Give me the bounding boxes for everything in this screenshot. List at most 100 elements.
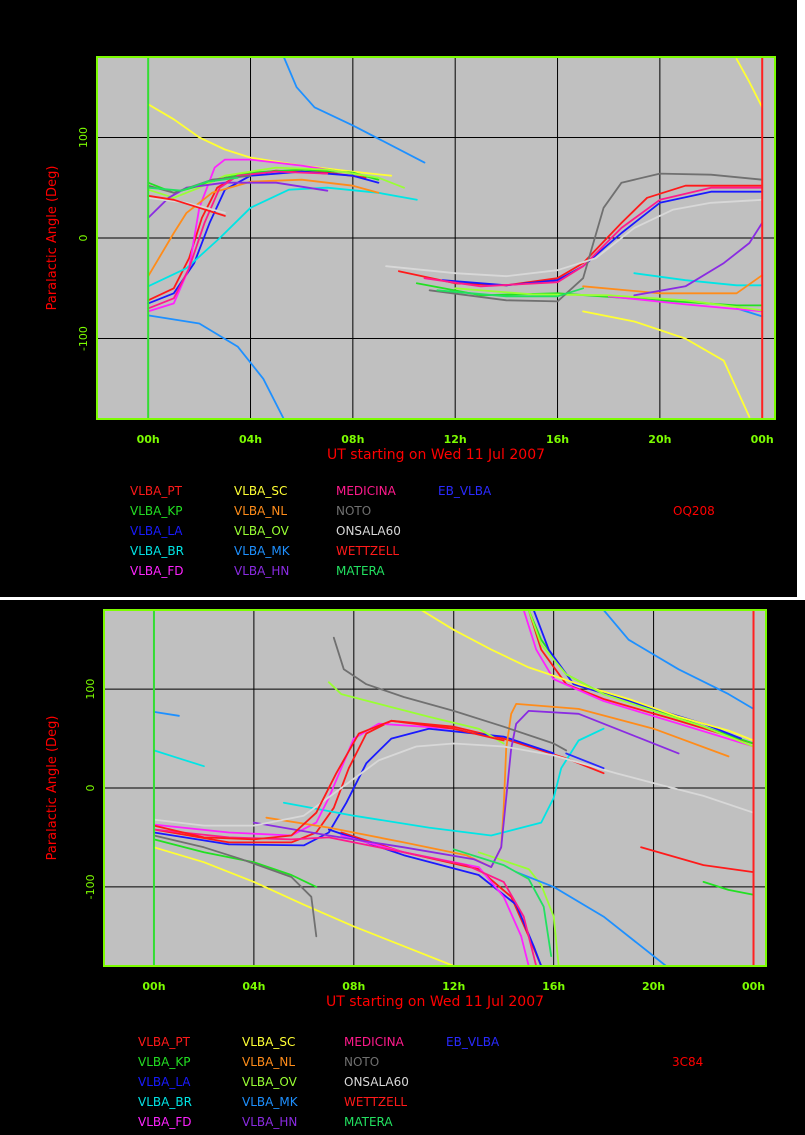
legend-item-vlba-fd: VLBA_FD <box>138 1115 191 1129</box>
x-tick-label: 00h <box>137 433 160 446</box>
legend-item-vlba-mk: VLBA_MK <box>234 544 291 558</box>
y-axis-label: Paralactic Angle (Deg) <box>45 716 60 861</box>
series-line-vlba-fd-1 <box>522 610 755 748</box>
legend-item-vlba-nl: VLBA_NL <box>234 504 287 518</box>
legend-item-vlba-br: VLBA_BR <box>130 544 184 558</box>
series-line-vlba-pt-1 <box>527 610 755 745</box>
series-line-onsala60-1 <box>385 198 764 278</box>
legend-item-vlba-kp: VLBA_KP <box>138 1055 190 1069</box>
y-tick-label: 100 <box>77 127 90 148</box>
legend-item-vlba-br: VLBA_BR <box>138 1095 192 1109</box>
legend-item-vlba-mk: VLBA_MK <box>242 1095 299 1109</box>
series-line-vlba-fd-1 <box>607 295 764 313</box>
legend-item-vlba-fd: VLBA_FD <box>130 564 183 578</box>
chart-panel-oq208: 00h 04h 08h 12h 16h 20h 00h 100 0 -100 UT starting… <box>0 0 797 597</box>
legend-item-vlba-hn: VLBA_HN <box>242 1115 297 1129</box>
series-line-vlba-mk-1 <box>147 314 285 419</box>
legend-item-medicina: MEDICINA <box>336 484 397 498</box>
series-line-vlba-la-0 <box>153 727 555 847</box>
series-line-vlba-br-1 <box>282 727 605 837</box>
series-line-vlba-hn-0 <box>252 710 680 869</box>
x-tick-label: 12h <box>442 980 465 993</box>
legend-item-vlba-hn: VLBA_HN <box>234 564 289 578</box>
legend-item-wettzell: WETTZELL <box>344 1095 407 1109</box>
plot-frame <box>96 56 776 420</box>
series-line-vlba-sc-1 <box>582 310 751 418</box>
y-tick-label: -100 <box>77 326 90 351</box>
legend-item-vlba-kp: VLBA_KP <box>130 504 182 518</box>
series-line-vlba-br-0 <box>147 186 418 288</box>
series-line-eb-vlba-0 <box>565 752 605 770</box>
series-line-medicina-0 <box>147 170 329 310</box>
series-line-vlba-ov-0 <box>147 166 405 199</box>
legend-item-vlba-ov: VLBA_OV <box>234 524 290 538</box>
series-line-vlba-pt-2 <box>640 846 755 874</box>
x-tick-label: 20h <box>648 433 671 446</box>
x-tick-label: 04h <box>239 433 262 446</box>
x-axis-label: UT starting on Wed 11 Jul 2007 <box>327 447 545 463</box>
legend-item-matera: MATERA <box>336 564 385 578</box>
legend-item-matera: MATERA <box>344 1115 393 1129</box>
x-tick-label: 00h <box>142 980 165 993</box>
legend-item-vlba-la: VLBA_LA <box>130 524 183 538</box>
x-tick-label: 04h <box>242 980 265 993</box>
plot-frame <box>103 609 767 967</box>
series-line-wettzell-0 <box>147 194 226 217</box>
series-line-onsala60-0 <box>147 196 226 214</box>
series-group <box>147 57 764 419</box>
series-line-vlba-mk-0 <box>282 57 426 164</box>
series-line-vlba-ov-2 <box>477 851 560 966</box>
series-line-vlba-nl-0 <box>265 703 730 869</box>
paralactic-chart-oq208: 00h 04h 08h 12h 16h 20h 00h 100 0 -100 UT starting… <box>45 56 776 578</box>
x-tick-label: 16h <box>546 433 569 446</box>
legend-item-vlba-ov: VLBA_OV <box>242 1075 298 1089</box>
x-tick-label: 12h <box>444 433 467 446</box>
paralactic-chart-3c84: 00h 04h 08h 12h 16h 20h 00h 100 0 -100 UT starting… <box>45 609 767 1129</box>
legend-item-vlba-pt: VLBA_PT <box>130 484 183 498</box>
y-tick-label: 0 <box>77 235 90 242</box>
chart-panel-3c84: 00h 04h 08h 12h 16h 20h 00h 100 0 -100 UT starting… <box>0 600 805 1135</box>
legend-item-onsala60: ONSALA60 <box>344 1075 409 1089</box>
series-line-vlba-ov-1 <box>454 287 764 312</box>
series-line-wettzell-0 <box>153 719 505 841</box>
series-line-vlba-mk-1 <box>602 610 755 710</box>
series-line-vlba-fd-0 <box>147 158 354 313</box>
series-line-vlba-sc-0 <box>147 103 393 177</box>
y-tick-label: -100 <box>84 874 97 899</box>
x-tick-label: 16h <box>542 980 565 993</box>
legend-item-vlba-sc: VLBA_SC <box>234 484 287 498</box>
series-line-vlba-nl-0 <box>147 178 380 278</box>
x-axis-label: UT starting on Wed 11 Jul 2007 <box>326 994 544 1010</box>
series-line-vlba-mk-0 <box>153 711 180 717</box>
x-tick-label: 08h <box>341 433 364 446</box>
legend-item-onsala60: ONSALA60 <box>336 524 401 538</box>
legend-item-vlba-sc: VLBA_SC <box>242 1035 295 1049</box>
legend-item-eb-vlba: EB_VLBA <box>438 484 492 498</box>
series-line-vlba-sc-2 <box>735 58 764 109</box>
series-line-noto-1 <box>428 172 764 303</box>
legend-item-vlba-pt: VLBA_PT <box>138 1035 191 1049</box>
x-tick-label: 20h <box>642 980 665 993</box>
series-line-matera-0 <box>147 176 239 192</box>
series-line-vlba-ov-1 <box>527 610 755 748</box>
series-line-noto-1 <box>332 636 568 752</box>
series-line-matera-1 <box>436 287 584 298</box>
series-line-vlba-br-0 <box>153 749 205 768</box>
series-line-vlba-nl-1 <box>582 274 764 295</box>
series-line-medicina-1 <box>423 186 764 288</box>
series-line-vlba-ov-0 <box>327 681 505 745</box>
series-line-onsala60-0 <box>153 742 755 827</box>
series-line-matera-0 <box>452 848 553 958</box>
series-line-vlba-kp-2 <box>702 880 755 896</box>
series-line-vlba-hn-1 <box>633 221 764 297</box>
y-tick-label: 100 <box>84 679 97 700</box>
x-tick-label: 00h <box>742 980 765 993</box>
legend-item-vlba-la: VLBA_LA <box>138 1075 191 1089</box>
y-axis-label: Paralactic Angle (Deg) <box>45 166 60 311</box>
series-line-vlba-mk-2 <box>515 871 667 966</box>
series-group <box>153 610 755 966</box>
legend-item-wettzell: WETTZELL <box>336 544 399 558</box>
legend-item-noto: NOTO <box>336 504 371 518</box>
x-tick-label: 08h <box>342 980 365 993</box>
series-line-vlba-pt-1 <box>397 184 764 287</box>
